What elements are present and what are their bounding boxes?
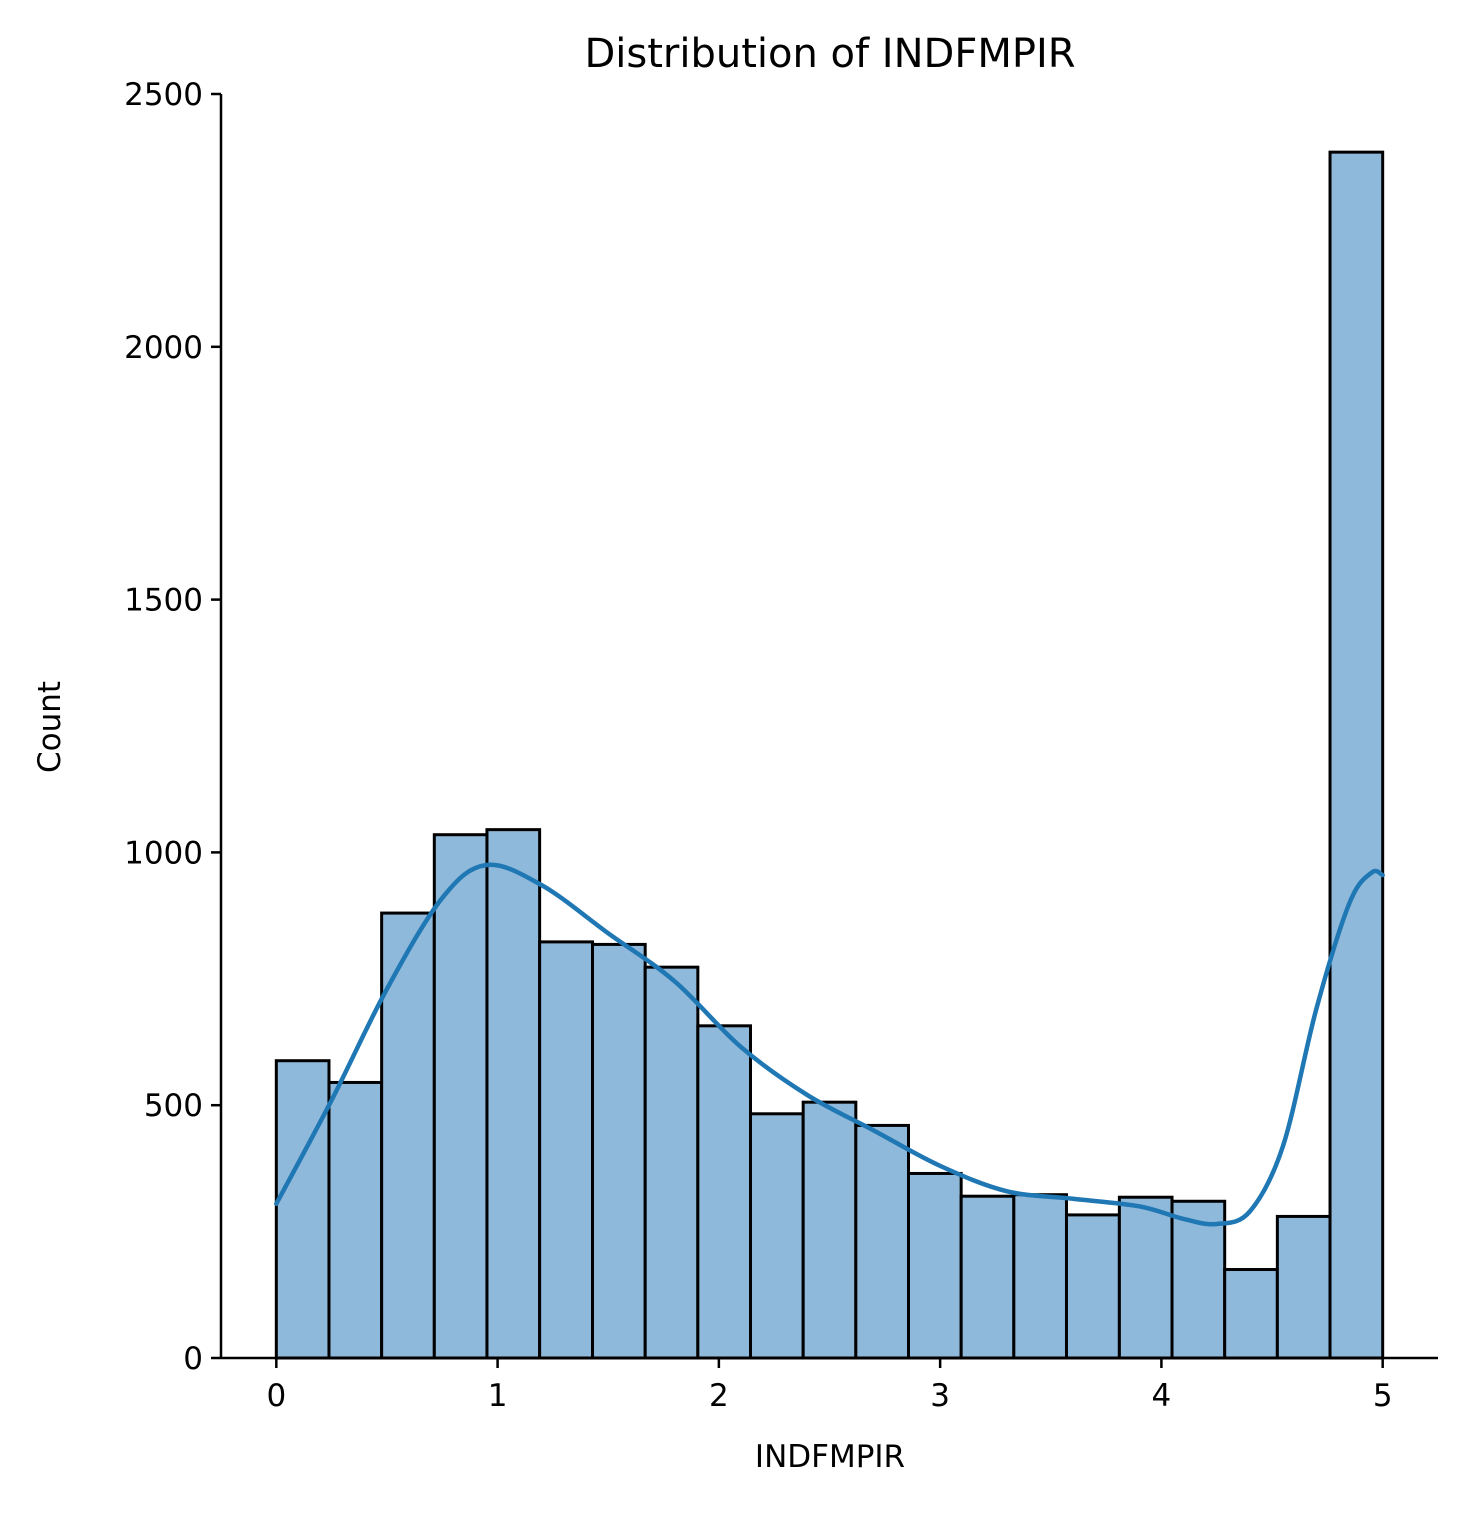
histogram-bar <box>1223 1268 1279 1360</box>
histogram-bar <box>591 942 647 1360</box>
y-tick-label: 0 <box>183 1341 203 1377</box>
histogram-bar <box>643 965 700 1360</box>
histogram-bar <box>1012 1193 1068 1360</box>
histogram-bar <box>1064 1213 1121 1360</box>
histogram-bar <box>274 1059 331 1360</box>
histogram-bar <box>1275 1214 1332 1360</box>
histogram-bar <box>696 1024 753 1360</box>
histogram-bar <box>854 1123 910 1360</box>
histogram-bar <box>906 1171 963 1360</box>
x-tick-label: 4 <box>1152 1378 1172 1414</box>
histogram-bars <box>274 150 1385 1360</box>
x-axis-title: INDFMPIR <box>755 1439 905 1475</box>
y-axis-title: Count <box>32 681 68 773</box>
chart-title: Distribution of INDFMPIR <box>584 31 1075 77</box>
y-tick-label: 1500 <box>124 583 203 619</box>
histogram-bar <box>485 828 542 1360</box>
y-tick-label: 2500 <box>124 77 203 113</box>
histogram-bar <box>801 1100 858 1360</box>
histogram-bar <box>538 940 595 1360</box>
histogram-bar <box>1117 1195 1174 1360</box>
y-tick-label: 2000 <box>124 330 203 366</box>
histogram-bar <box>749 1112 805 1360</box>
y-tick-label: 1000 <box>124 835 203 871</box>
histogram-bar <box>959 1194 1016 1360</box>
x-tick-label: 5 <box>1373 1378 1393 1414</box>
x-axis: 0 1 2 3 4 5 <box>221 1356 1438 1414</box>
x-tick-label: 1 <box>488 1378 508 1414</box>
histogram-bar <box>432 833 489 1360</box>
x-tick-label: 3 <box>930 1378 950 1414</box>
kde-curve <box>274 862 1385 1227</box>
histogram-bar <box>1328 150 1385 1360</box>
histogram-bar <box>327 1080 384 1360</box>
y-tick-label: 500 <box>144 1088 203 1124</box>
x-tick-label: 0 <box>266 1378 286 1414</box>
x-tick-label: 2 <box>709 1378 729 1414</box>
y-axis: 0 500 1000 1500 2000 2500 <box>124 77 223 1377</box>
